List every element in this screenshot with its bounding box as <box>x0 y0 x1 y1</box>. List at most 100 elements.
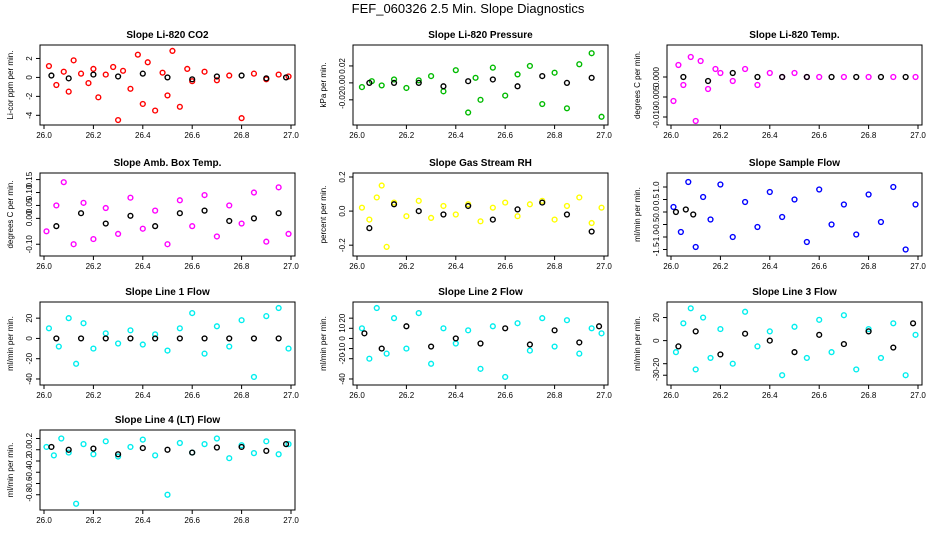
data-point <box>201 68 208 75</box>
x-tick-label: 26.8 <box>234 262 250 271</box>
plot-frame <box>39 44 296 126</box>
panel-9: Slope Line 3 Flow ml/min per min. 26.0 26.2… <box>633 287 926 400</box>
data-point <box>865 325 872 333</box>
data-point <box>791 196 798 203</box>
data-point <box>144 59 151 66</box>
x-tick-label: 26.4 <box>762 262 778 271</box>
x-tick-label: 26.8 <box>234 391 250 400</box>
data-point <box>680 320 687 327</box>
x-tick-label: 27.0 <box>596 131 612 140</box>
y-tick-label: -20 <box>652 357 661 369</box>
reference-point <box>902 73 909 81</box>
reference-point <box>526 341 534 348</box>
data-point <box>383 350 390 357</box>
reference-point <box>672 208 680 216</box>
data-point <box>378 82 385 89</box>
reference-point <box>779 73 786 81</box>
data-point <box>366 355 373 362</box>
data-point <box>670 203 677 211</box>
data-point <box>176 325 183 332</box>
data-point <box>275 184 282 191</box>
y-tick-label: 0.2 <box>338 171 347 183</box>
reference-point <box>238 443 245 451</box>
data-point <box>102 330 109 337</box>
plot-frame <box>666 44 923 126</box>
data-point <box>176 439 183 447</box>
x-tick-label: 26.8 <box>234 131 250 140</box>
data-point <box>877 218 885 226</box>
reference-point <box>275 210 282 217</box>
data-point <box>440 325 447 332</box>
data-point <box>741 198 749 206</box>
data-point <box>598 204 605 211</box>
page-title: FEF_060326 2.5 Min. Slope Diagnostics <box>351 1 585 16</box>
data-point <box>685 178 692 186</box>
data-point <box>779 372 786 379</box>
data-point <box>114 453 122 460</box>
data-point <box>877 354 885 362</box>
reference-point <box>539 73 546 80</box>
reference-point <box>90 445 97 452</box>
reference-point <box>226 335 233 342</box>
data-point <box>238 317 245 324</box>
reference-point <box>361 330 368 337</box>
y-tick-label: -20 <box>338 352 347 364</box>
data-point <box>285 345 292 352</box>
data-point <box>551 343 558 350</box>
y-axis-label: ml/min per min. <box>633 316 642 371</box>
data-point <box>551 216 558 223</box>
data-point <box>692 366 699 373</box>
reference-point <box>164 446 171 453</box>
data-point <box>452 211 459 218</box>
reference-point <box>415 207 422 215</box>
data-point <box>576 194 583 201</box>
data-point <box>452 67 459 74</box>
data-point <box>213 323 221 330</box>
data-point <box>45 62 53 70</box>
y-tick-label: 20 <box>338 313 347 322</box>
data-point <box>53 81 60 89</box>
reference-point <box>595 323 603 330</box>
data-point <box>477 96 484 103</box>
y-axis-label: degrees C per min. <box>633 51 642 119</box>
x-tick-label: 26.6 <box>497 391 513 400</box>
data-point <box>152 331 159 338</box>
reference-point <box>675 343 682 350</box>
data-point <box>184 65 191 72</box>
x-tick-label: 26.4 <box>448 262 464 271</box>
reference-point <box>680 73 687 81</box>
panel-2: Slope Li-820 Pressure kPa per min. 26.0 26.… <box>319 30 612 140</box>
data-point <box>139 436 146 443</box>
plot-frame <box>666 172 923 257</box>
y-tick-label: 0.15 <box>25 171 34 187</box>
data-point <box>465 327 472 334</box>
panel-3: Slope Li-820 Temp. degrees C per min. 26.0… <box>633 30 926 140</box>
reference-point <box>213 444 221 451</box>
data-point <box>139 341 146 348</box>
y-axis-label: kPa per min. <box>319 63 328 108</box>
reference-point <box>127 212 134 219</box>
data-point <box>201 350 208 357</box>
plot-title: Slope Line 3 Flow <box>752 287 837 298</box>
reference-point <box>226 217 233 225</box>
data-point <box>95 94 102 101</box>
data-point <box>250 189 258 196</box>
y-tick-label: -10 <box>338 342 347 354</box>
data-point <box>152 107 159 114</box>
data-point <box>415 197 422 204</box>
panel-8: Slope Line 2 Flow ml/min per min. 26.0 26.2… <box>319 287 612 400</box>
reference-point <box>551 327 558 334</box>
data-point <box>754 343 761 350</box>
plot-title: Slope Li-820 CO2 <box>126 30 209 41</box>
data-point <box>472 74 479 81</box>
y-tick-label: 0.0 <box>25 444 34 456</box>
plot-frame <box>352 172 609 257</box>
data-point <box>890 73 897 81</box>
y-axis-label: ml/min per min. <box>6 316 15 371</box>
reference-point <box>729 69 736 77</box>
x-tick-label: 26.4 <box>135 516 151 525</box>
data-point <box>816 73 823 81</box>
data-point <box>114 116 122 124</box>
data-point <box>828 349 835 356</box>
